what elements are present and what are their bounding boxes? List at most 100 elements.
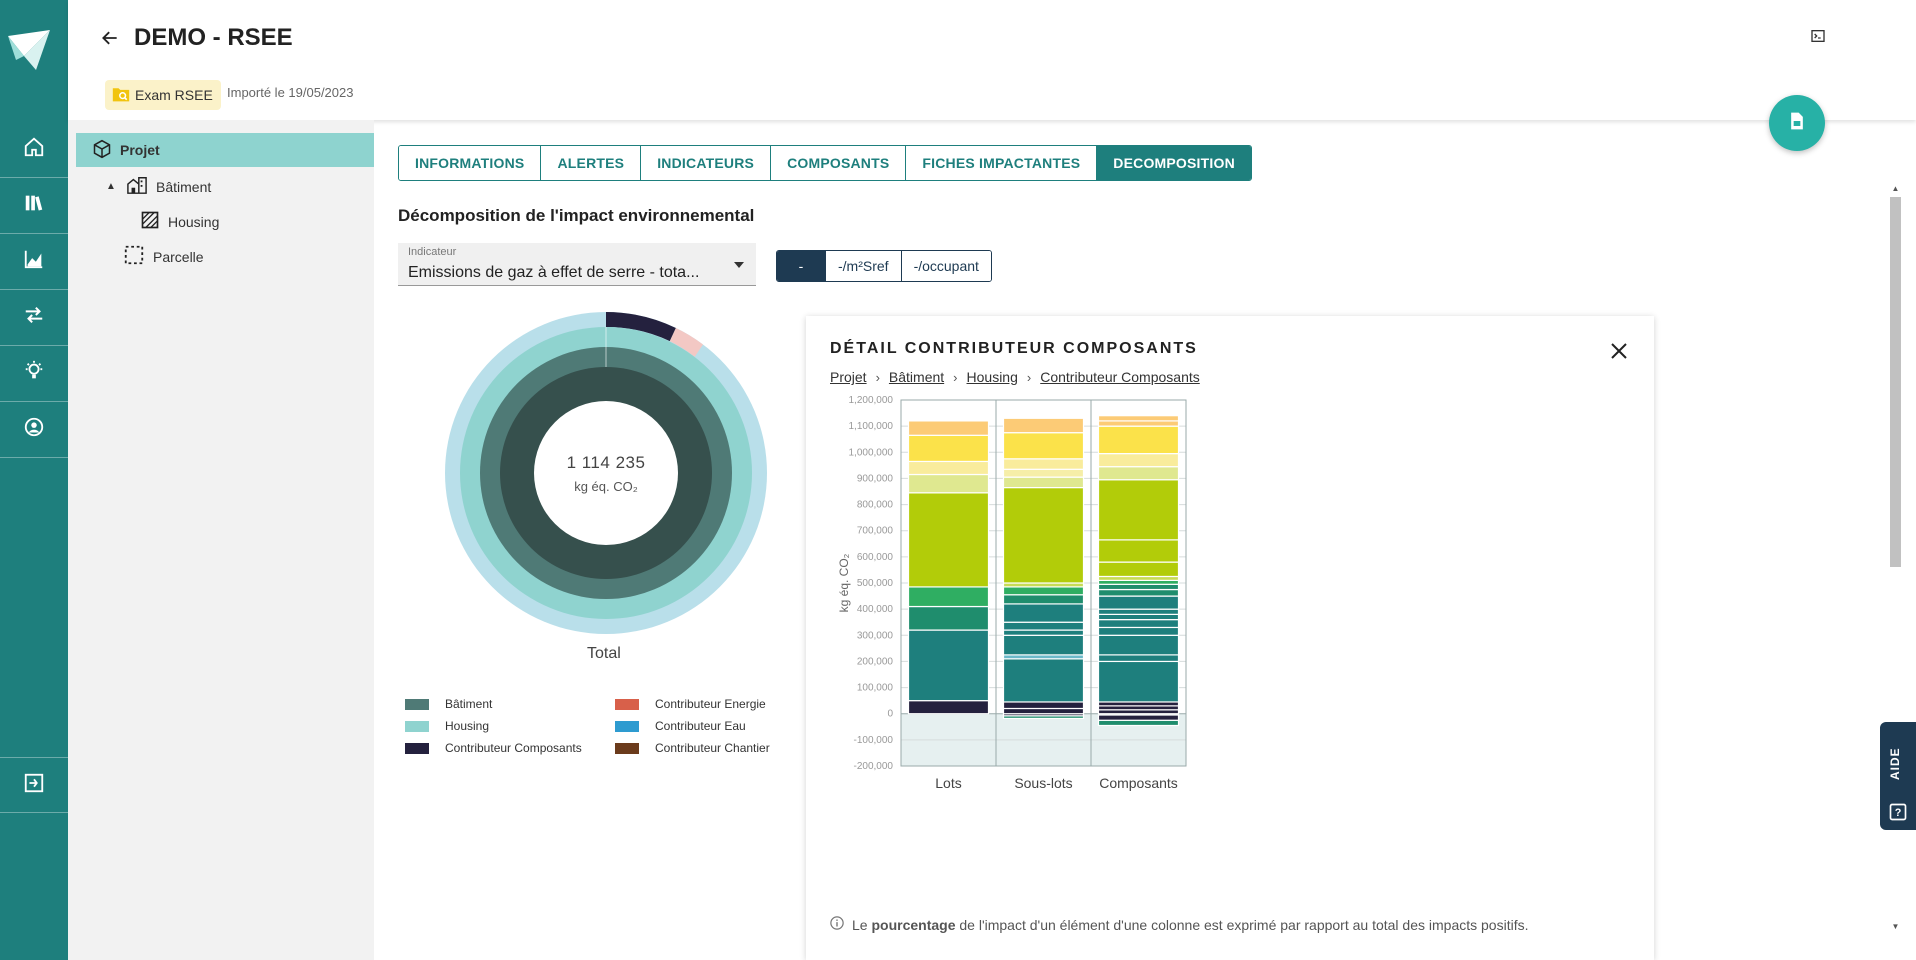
bar-segment[interactable] <box>1002 634 1085 656</box>
note-text-end: de l'impact d'un élément d'une colonne e… <box>955 916 1529 933</box>
bar-segment[interactable] <box>1097 619 1180 629</box>
chart-icon <box>23 248 45 275</box>
indicator-label: Indicateur <box>408 246 457 258</box>
legend-item-housing[interactable]: Housing <box>405 719 489 733</box>
bar-segment[interactable] <box>1002 658 1085 703</box>
tab-informations[interactable]: INFORMATIONS <box>399 146 542 180</box>
y-tick-label: 0 <box>887 709 893 720</box>
nav-swap-button[interactable] <box>0 290 68 346</box>
tree-item-projet[interactable]: Projet <box>76 133 374 167</box>
help-button[interactable]: AIDE ? <box>1880 722 1916 830</box>
bar-segment[interactable] <box>1097 714 1180 721</box>
bar-segment[interactable] <box>1002 417 1085 434</box>
donut-segment-other[interactable] <box>669 328 703 357</box>
terminal-icon[interactable] <box>1810 28 1826 49</box>
legend-item-chantier[interactable]: Contributeur Chantier <box>615 741 770 755</box>
nav-library-button[interactable] <box>0 178 68 234</box>
bar-segment[interactable] <box>907 492 990 588</box>
note-text-start: Le <box>852 916 872 933</box>
bar-segment[interactable] <box>1097 634 1180 656</box>
bar-segment[interactable] <box>1097 654 1180 663</box>
bar-segment[interactable] <box>1097 588 1180 597</box>
tree-item-label: Parcelle <box>153 248 204 265</box>
tree-item-housing[interactable]: Housing <box>140 210 219 233</box>
legend-label: Bâtiment <box>445 697 493 711</box>
report-button[interactable] <box>1769 95 1825 151</box>
breadcrumb-batiment[interactable]: Bâtiment <box>888 369 945 385</box>
legend-item-eau[interactable]: Contributeur Eau <box>615 719 746 733</box>
bar-segment[interactable] <box>1002 629 1085 636</box>
bar-segment[interactable] <box>907 605 990 631</box>
bar-segment[interactable] <box>907 700 990 715</box>
bar-segment[interactable] <box>1002 486 1085 584</box>
legend-item-batiment[interactable]: Bâtiment <box>405 697 492 711</box>
bar-segment[interactable] <box>907 434 990 463</box>
bar-segment[interactable] <box>1097 613 1180 621</box>
tab-fiches-impactantes[interactable]: FICHES IMPACTANTES <box>906 146 1098 180</box>
bar-segment[interactable] <box>1097 595 1180 610</box>
nav-ideas-button[interactable] <box>0 346 68 402</box>
bar-segment[interactable] <box>1097 479 1180 541</box>
bar-segment[interactable] <box>1097 420 1180 427</box>
tree-item-batiment[interactable]: ▲ Bâtiment <box>106 175 211 198</box>
nav-home-button[interactable] <box>0 122 68 178</box>
app-logo[interactable] <box>6 26 58 72</box>
bar-segment[interactable] <box>1097 539 1180 563</box>
bar-segment[interactable] <box>1002 621 1085 631</box>
bar-segment[interactable] <box>907 629 990 702</box>
unit-option-per-occupant[interactable]: -/occupant <box>901 251 991 281</box>
scroll-down-icon[interactable]: ▼ <box>1891 921 1900 931</box>
bar-segment[interactable] <box>1097 583 1180 591</box>
tab-indicateurs[interactable]: INDICATEURS <box>641 146 772 180</box>
bar-segment[interactable] <box>1097 466 1180 481</box>
y-tick-label: -100,000 <box>854 735 894 746</box>
bar-segment[interactable] <box>1097 561 1180 578</box>
bar-segment[interactable] <box>1002 707 1085 715</box>
scrollbar-thumb[interactable] <box>1890 197 1901 567</box>
unit-option-per-m2[interactable]: -/m²Sref <box>826 251 902 281</box>
bar-segment[interactable] <box>1002 476 1085 489</box>
bar-segment[interactable] <box>1002 432 1085 460</box>
bar-segment[interactable] <box>907 420 990 436</box>
bar-segment[interactable] <box>1097 660 1180 703</box>
indicator-select[interactable]: Indicateur Emissions de gaz à effet de s… <box>398 243 756 286</box>
breadcrumb-projet[interactable]: Projet <box>830 369 867 385</box>
tree-item-parcelle[interactable]: Parcelle <box>123 244 204 269</box>
bar-segment[interactable] <box>1097 425 1180 455</box>
tab-decomposition[interactable]: DECOMPOSITION <box>1097 146 1251 180</box>
legend-label: Contributeur Eau <box>655 719 746 733</box>
close-icon[interactable] <box>1610 342 1628 365</box>
bar-segment[interactable] <box>907 473 990 494</box>
breadcrumb-contributeur[interactable]: Contributeur Composants <box>1040 369 1200 385</box>
scroll-up-icon[interactable]: ▲ <box>1891 183 1900 193</box>
breadcrumb-housing[interactable]: Housing <box>966 369 1018 385</box>
tab-alertes[interactable]: ALERTES <box>541 146 642 180</box>
bar-segment[interactable] <box>907 460 990 476</box>
y-axis-label: kg éq. CO₂ <box>837 553 851 612</box>
donut-segment-composants[interactable] <box>606 312 676 342</box>
badge-label: Exam RSEE <box>135 87 213 103</box>
legend-item-energie[interactable]: Contributeur Energie <box>615 697 766 711</box>
bar-segment[interactable] <box>1097 608 1180 615</box>
y-tick-label: 100,000 <box>857 683 894 694</box>
nav-logout-button[interactable] <box>0 757 68 813</box>
collapse-arrow-icon[interactable]: ▲ <box>106 181 116 192</box>
bar-segment[interactable] <box>1002 594 1085 605</box>
x-tick-label: Lots <box>935 775 961 791</box>
bar-segment[interactable] <box>907 586 990 608</box>
unit-option-total[interactable]: - <box>777 251 826 281</box>
nav-chart-button[interactable] <box>0 234 68 290</box>
bar-segment[interactable] <box>1002 458 1085 470</box>
bar-segment[interactable] <box>1002 586 1085 596</box>
bar-segment[interactable] <box>1097 415 1180 422</box>
bar-segment[interactable] <box>1002 603 1085 623</box>
bar-segment[interactable] <box>1002 468 1085 478</box>
bar-segment[interactable] <box>1002 701 1085 710</box>
bar-segment[interactable] <box>1097 719 1180 727</box>
bar-segment[interactable] <box>1097 626 1180 636</box>
back-arrow-icon[interactable] <box>100 28 120 53</box>
tab-composants[interactable]: COMPOSANTS <box>771 146 907 180</box>
nav-account-button[interactable] <box>0 402 68 458</box>
bar-segment[interactable] <box>1097 452 1180 468</box>
legend-item-composants[interactable]: Contributeur Composants <box>405 741 582 755</box>
